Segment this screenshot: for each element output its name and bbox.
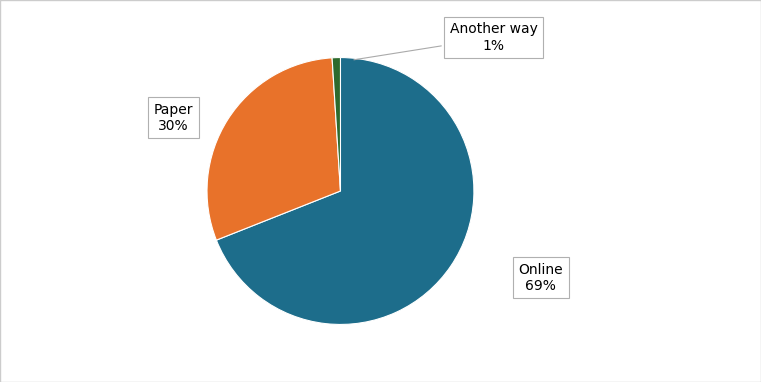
Text: Paper
30%: Paper 30% (154, 102, 193, 133)
Wedge shape (207, 58, 340, 240)
Text: Another way
1%: Another way 1% (354, 23, 538, 60)
Wedge shape (216, 58, 474, 324)
Wedge shape (332, 58, 340, 191)
Text: Online
69%: Online 69% (518, 263, 563, 293)
